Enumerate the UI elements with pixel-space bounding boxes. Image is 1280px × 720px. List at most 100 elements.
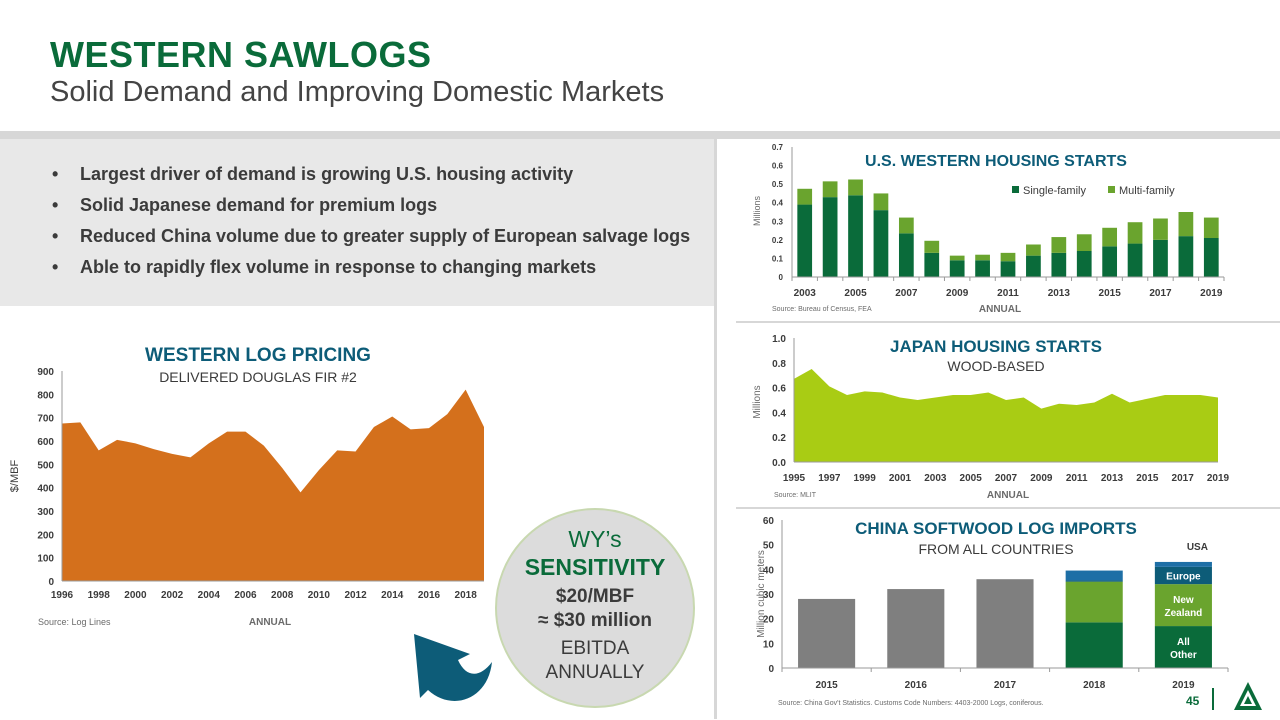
y-tick-label: 0.3	[772, 217, 784, 226]
segment-label-usa: USA	[1187, 542, 1208, 553]
y-tick-label: 0.2	[772, 236, 784, 245]
y-tick-label: 0	[768, 664, 774, 675]
x-tick-label: 2001	[889, 473, 912, 484]
sensitivity-impact: ≈ $30 million	[538, 610, 652, 631]
x-tick-label: 2010	[308, 590, 331, 601]
bar-segment-all-other	[1065, 622, 1123, 668]
bar-multi-family	[1178, 212, 1194, 237]
x-tick-label: 2014	[381, 590, 404, 601]
sensitivity-line: EBITDA	[560, 638, 630, 659]
chart-subtitle: FROM ALL COUNTRIES	[918, 541, 1073, 557]
bar-single-family	[949, 260, 965, 277]
bullet-list: Largest driver of demand is growing U.S.…	[52, 162, 690, 286]
sensitivity-callout: WY’s SENSITIVITY $20/MBF ≈ $30 million E…	[495, 508, 695, 708]
page-subtitle: Solid Demand and Improving Domestic Mark…	[50, 76, 665, 108]
x-tick-label: 2016	[905, 680, 928, 691]
segment-label-new: New	[1173, 595, 1194, 606]
bar-single-family	[1178, 236, 1194, 277]
x-tick-label: 1998	[88, 590, 111, 601]
y-tick-label: 0.4	[772, 408, 786, 419]
x-tick-label: 2007	[995, 473, 1018, 484]
x-tick-label: 2007	[895, 288, 918, 299]
chart-source: Source: China Gov't Statistics. Customs …	[778, 700, 1044, 707]
x-tick-label: 2018	[1083, 680, 1106, 691]
page-number: 45	[1186, 694, 1200, 708]
bar-single-family	[1203, 238, 1219, 277]
header-divider	[0, 131, 1280, 139]
segment-label-other: Other	[1170, 650, 1197, 661]
chart-source: Source: Log Lines	[38, 617, 111, 627]
bar-multi-family	[975, 254, 990, 261]
chart-source: Source: Bureau of Census, FEA	[772, 306, 872, 313]
y-tick-label: 200	[37, 530, 54, 541]
bar-single-family	[1026, 255, 1041, 277]
segment-label-zealand: Zealand	[1165, 608, 1203, 619]
western-log-pricing-chart: WESTERN LOG PRICING DELIVERED DOUGLAS FIR…	[9, 345, 484, 628]
legend-label: Single-family	[1023, 185, 1086, 197]
bar-single-family	[1153, 239, 1168, 277]
x-tick-label: 2004	[198, 590, 221, 601]
x-tick-label: 1996	[51, 590, 74, 601]
bar-segment-total	[976, 579, 1034, 668]
bar-segment-total	[798, 598, 856, 668]
y-tick-label: 0.8	[772, 359, 786, 370]
bar-segment-usa	[1154, 561, 1212, 567]
x-tick-label: 2009	[946, 288, 969, 299]
y-tick-label: 0.5	[772, 180, 784, 189]
x-tick-label: 2009	[1030, 473, 1053, 484]
sensitivity-line: WY’s	[568, 526, 622, 552]
weyerhaeuser-logo-icon	[1234, 682, 1262, 710]
y-tick-label: 500	[37, 460, 54, 471]
bar-segment-europe	[1154, 566, 1212, 585]
x-tick-label: 2015	[815, 680, 838, 691]
segment-label-all: All	[1177, 637, 1190, 648]
bar-single-family	[797, 204, 813, 277]
legend-label: Multi-family	[1119, 185, 1175, 197]
x-tick-label: 2019	[1207, 473, 1230, 484]
x-tick-label: 2013	[1101, 473, 1124, 484]
bar-multi-family	[1153, 218, 1168, 240]
legend-swatch	[1012, 186, 1019, 193]
y-tick-label: 700	[37, 414, 54, 425]
x-tick-label: 1999	[854, 473, 877, 484]
bar-segment-europe	[1065, 580, 1123, 582]
x-tick-label: 2017	[994, 680, 1017, 691]
japan-area	[794, 369, 1218, 462]
panel-divider	[736, 321, 1280, 323]
bar-multi-family	[1076, 234, 1092, 251]
bar-multi-family	[1051, 237, 1067, 253]
y-tick-label: 0.2	[772, 433, 786, 444]
bar-single-family	[873, 210, 889, 277]
bar-multi-family	[949, 255, 965, 261]
chart-title: CHINA SOFTWOOD LOG IMPORTS	[855, 519, 1137, 538]
x-axis-label: ANNUAL	[249, 617, 291, 628]
japan-housing-starts-chart: JAPAN HOUSING STARTS WOOD-BASED 0.0 0.2 0.4 0…	[752, 334, 1230, 501]
bullet-item: Able to rapidly flex volume in response …	[52, 255, 690, 286]
bullet-item: Largest driver of demand is growing U.S.…	[52, 162, 690, 193]
x-axis-label: ANNUAL	[987, 490, 1029, 501]
x-axis-label: ANNUAL	[979, 304, 1021, 315]
legend-swatch	[1108, 186, 1115, 193]
page-title: WESTERN SAWLOGS	[50, 34, 432, 75]
y-tick-label: 50	[763, 541, 775, 552]
bar-single-family	[975, 260, 990, 277]
y-tick-label: 0.0	[772, 458, 786, 469]
y-tick-label: 20	[763, 615, 775, 626]
bar-single-family	[1051, 252, 1067, 277]
sensitivity-line: ANNUALLY	[545, 662, 645, 683]
bar-multi-family	[1000, 252, 1016, 262]
bar-multi-family	[797, 188, 813, 205]
bar-multi-family	[822, 181, 838, 198]
bullet-item: Solid Japanese demand for premium logs	[52, 193, 690, 224]
x-tick-label: 2005	[960, 473, 983, 484]
y-tick-label: 10	[763, 639, 775, 650]
y-tick-label: 0.4	[772, 199, 784, 208]
chart-title: U.S. WESTERN HOUSING STARTS	[865, 153, 1127, 170]
y-tick-label: 0	[48, 577, 54, 588]
bar-segment-total	[887, 589, 945, 668]
chart-subtitle: DELIVERED DOUGLAS FIR #2	[159, 369, 357, 385]
chart-title: JAPAN HOUSING STARTS	[890, 337, 1102, 356]
x-tick-label: 2008	[271, 590, 294, 601]
bar-segment-new-zealand	[1154, 584, 1212, 627]
bullet-item: Reduced China volume due to greater supp…	[52, 224, 690, 255]
